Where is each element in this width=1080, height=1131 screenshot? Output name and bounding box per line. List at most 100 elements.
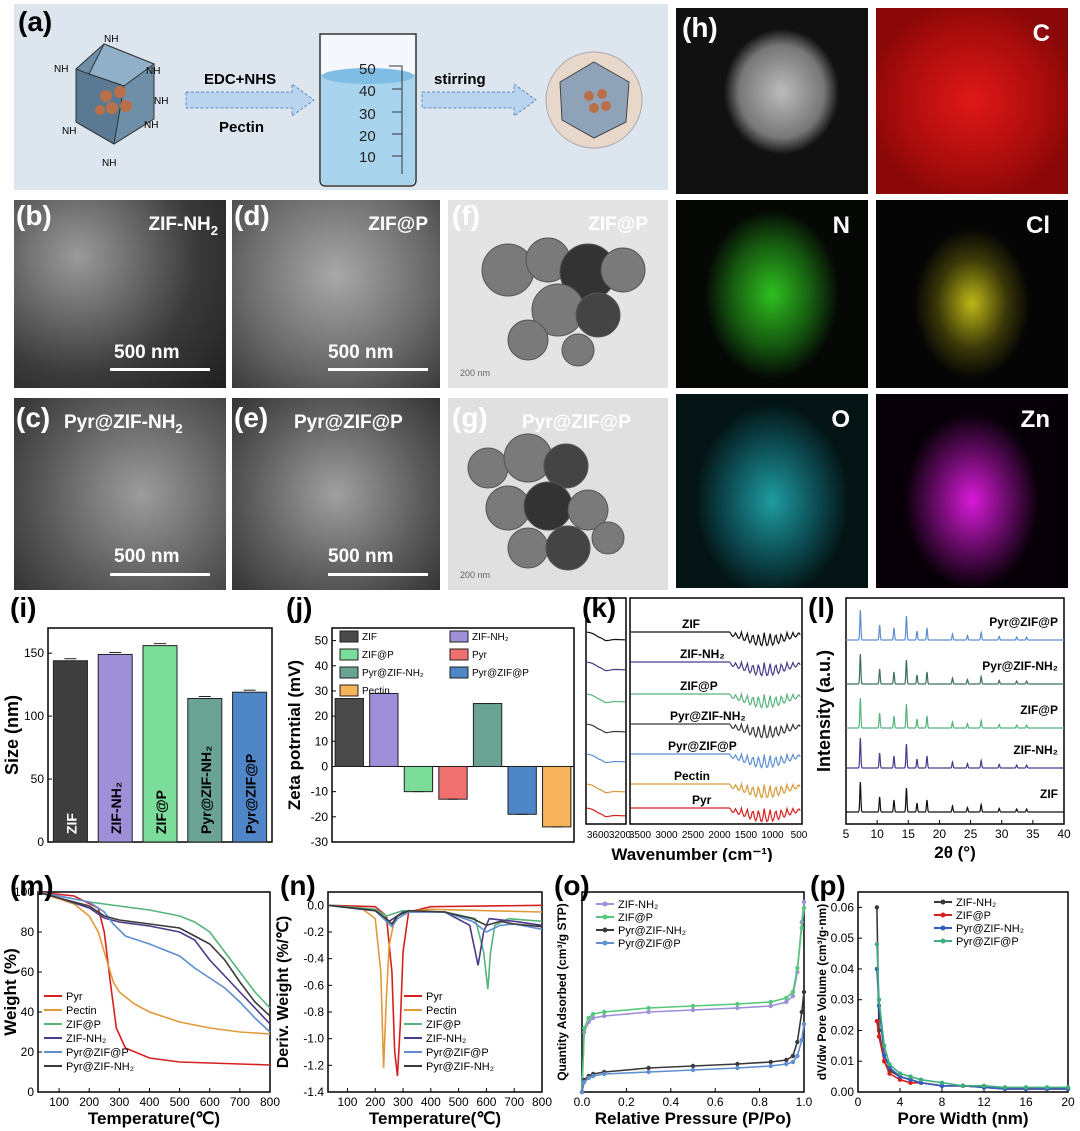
panel-label-h: (h) [682, 12, 718, 43]
y-axis-label: dV/dw Pore Volume (cm³/g·nm) [815, 904, 829, 1080]
x-tick-label: 20 [933, 827, 947, 841]
sem-image-c: Pyr@ZIF-NH2 500 nm [14, 398, 226, 590]
data-point [874, 942, 880, 947]
legend-entry: ZIF@P [362, 650, 394, 661]
x-tick-label: 2500 [682, 830, 705, 841]
x-tick-label: 0.0 [574, 1095, 591, 1109]
data-point [735, 1005, 740, 1011]
data-point [784, 999, 789, 1005]
data-point [690, 1067, 696, 1073]
chart-xrd: 5 10 15 20 25 30 35 40 Intensity (a.u.) 2θ (°) Pyr… [814, 597, 1071, 862]
x-tick-label: 15 [902, 827, 916, 841]
data-point [768, 999, 773, 1005]
y-tick-label: 150 [24, 646, 44, 660]
x-tick-label: 2000 [708, 830, 731, 841]
x-tick-label: 700 [230, 1095, 250, 1109]
svg-text:NH: NH [146, 66, 160, 77]
eds-map-cl: Cl [876, 200, 1068, 388]
data-point [586, 1015, 591, 1021]
y-tick-label: -0.8 [303, 1005, 324, 1019]
panel-label-j: (j) [286, 592, 313, 623]
bar [187, 697, 223, 843]
scale-label-g: 200 nm [460, 570, 491, 580]
data-point [918, 1080, 924, 1085]
data-point [784, 1061, 789, 1067]
scale-bar-e [328, 573, 428, 576]
series-line [327, 904, 543, 928]
step1-bottom-label: Pectin [219, 119, 264, 136]
data-point [784, 1057, 789, 1063]
bar [52, 660, 88, 843]
svg-text:NH: NH [62, 126, 76, 137]
chart-dtg: 0.0 -0.2 -0.4 -0.6 -0.8 -1.0 -1.2 -1.4 100 200 300… [276, 891, 552, 1128]
panel-label-m: (m) [10, 870, 54, 901]
coated-particle [545, 51, 643, 149]
legend-entry: ZIF-NH₂ [956, 897, 996, 909]
data-point [801, 1021, 807, 1027]
x-tick-label: 200 [79, 1095, 99, 1109]
bar-category-label: ZIF [63, 813, 79, 834]
data-point [735, 1001, 740, 1007]
y-tick-label: -1.4 [303, 1085, 324, 1099]
series-line [876, 944, 1068, 1089]
bar-category-label: Pyr@ZIF@P [243, 754, 259, 834]
data-point [735, 1061, 740, 1067]
bar-category-label: ZIF-NH₂ [108, 782, 124, 834]
y-tick-label: 0.05 [831, 931, 855, 945]
legend-entry: Pyr@ZIF-NH₂ [956, 923, 1024, 935]
data-point [768, 1063, 773, 1069]
plot-frame [327, 891, 543, 1093]
x-tick-label: 700 [504, 1095, 524, 1109]
data-point [790, 989, 796, 995]
y-tick-label: 0.03 [831, 993, 855, 1007]
ftir-series-label: Pyr@ZIF-NH₂ [670, 709, 746, 723]
ftir-trace-left [586, 693, 626, 704]
data-point [897, 1077, 903, 1082]
x-axis-label: Pore Width (nm) [897, 1109, 1028, 1128]
legend-marker [602, 927, 608, 933]
beaker-scale: 50 40 30 20 10 [359, 61, 403, 174]
panel-label-p: (p) [810, 870, 846, 901]
legend-marker [940, 938, 946, 944]
bar [369, 692, 399, 767]
tem-particles-f [481, 237, 646, 367]
x-tick-label: 500 [791, 830, 808, 841]
eds-label-n: N [832, 212, 850, 239]
x-tick-label: 1500 [735, 830, 758, 841]
data-point [646, 1005, 651, 1011]
data-point [579, 1089, 585, 1095]
bar-category-label: Pyr@ZIF-NH₂ [198, 746, 214, 834]
ftir-trace-right [631, 781, 801, 799]
bar [403, 765, 434, 793]
svg-text:40: 40 [359, 83, 376, 100]
legend-entry: ZIF-NH₂ [472, 632, 509, 643]
y-tick-label: -10 [311, 785, 329, 799]
y-tick-label: 80 [21, 925, 35, 939]
legend-entry: ZIF-NH₂ [66, 1033, 106, 1045]
x-tick-label: 1.0 [796, 1095, 813, 1109]
data-point [582, 1079, 587, 1085]
x-tick-label: 0.6 [707, 1095, 724, 1109]
nh2-labels: NH NH NH NH NH NH NH [54, 34, 168, 169]
xrd-series-label: Pyr@ZIF-NH₂ [982, 659, 1058, 673]
eds-map-n: N [676, 200, 868, 388]
plot-frame-right [629, 597, 803, 825]
scale-label-c: 500 nm [114, 546, 180, 567]
ftir-series-label: Pectin [674, 769, 710, 783]
y-tick-label: 50 [315, 634, 329, 648]
micro-tag-g: Pyr@ZIF@P [522, 412, 631, 433]
data-point [874, 1019, 880, 1024]
arrow-step1 [185, 83, 315, 117]
x-tick-label: 10 [870, 827, 884, 841]
schematic-svg: NH NH NH NH NH NH NH EDC+NHS Pectin 50 4… [54, 33, 643, 187]
ftir-trace-right [631, 805, 801, 823]
data-point [882, 1043, 887, 1049]
x-tick-label: 25 [964, 827, 978, 841]
legend-marker [602, 940, 608, 946]
data-point [602, 1071, 607, 1077]
data-point [735, 1065, 740, 1071]
bar [334, 697, 364, 767]
x-tick-label: 200 [365, 1095, 385, 1109]
legend-marker [940, 925, 946, 931]
x-tick-label: 300 [109, 1095, 129, 1109]
